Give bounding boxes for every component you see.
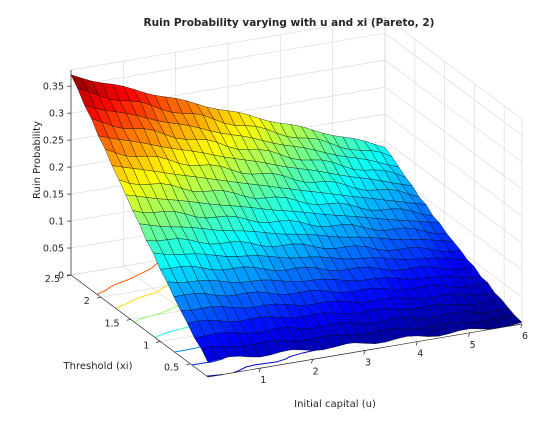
- x-tick-mark-5: [520, 323, 523, 329]
- y-tick-label-1: 1: [143, 341, 149, 352]
- surface-patch: [504, 315, 523, 326]
- y-axis-line: [70, 274, 209, 378]
- z-tick-label-2: 0.1: [49, 217, 64, 228]
- sidewall-gridline-z-3: [384, 140, 523, 244]
- x-axis-label: Initial capital (u): [294, 399, 376, 410]
- x-tick-label-5: 6: [522, 331, 528, 342]
- y-tick-label-4: 2.5: [45, 274, 60, 285]
- y-tick-mark-1: [156, 341, 161, 343]
- sidewall-gridline-z-5: [384, 86, 523, 190]
- axis-layer: 1 2 3 4 5 6 0.5 1 1.5 2 2.50 0.05 0.1 0.15 0.2 0.25 0.3 0…: [43, 70, 528, 386]
- sidewall-gridline-z-4: [384, 113, 523, 217]
- x-tick-mark-3: [415, 341, 418, 346]
- x-tick-mark-0: [258, 368, 261, 373]
- z-tick-label-3: 0.15: [43, 190, 64, 201]
- z-tick-label-4: 0.2: [49, 163, 64, 174]
- z-tick-label-5: 0.25: [43, 136, 64, 147]
- x-tick-label-1: 2: [313, 366, 319, 377]
- y-tick-mark-3: [96, 296, 101, 299]
- x-tick-label-4: 5: [470, 340, 476, 351]
- x-tick-mark-4: [468, 332, 470, 337]
- y-tick-label-3: 2: [84, 296, 90, 307]
- backwall-gridline-z-7: [70, 32, 386, 87]
- surface-layer: [70, 74, 523, 363]
- x-tick-label-0: 1: [260, 375, 266, 386]
- y-axis-label: Threshold (xi): [63, 361, 133, 372]
- z-tick-label-1: 0.05: [43, 244, 64, 255]
- x-tick-label-3: 4: [417, 349, 423, 360]
- z-tick-label-7: 0.35: [43, 82, 64, 93]
- box-edge-4: [384, 16, 523, 120]
- sidewall-gridline-z-7: [384, 32, 523, 136]
- y-tick-mark-2: [126, 319, 131, 321]
- y-tick-label-2: 1.5: [104, 318, 119, 329]
- sidewall-gridline-z-6: [384, 59, 523, 163]
- contour-line-6: [96, 258, 167, 295]
- y-tick-mark-0: [186, 363, 191, 366]
- x-tick-mark-2: [363, 350, 366, 355]
- y-tick-label-0: 0.5: [164, 363, 179, 374]
- z-tick-label-6: 0.3: [49, 109, 64, 120]
- x-tick-mark-1: [311, 359, 313, 364]
- z-axis-label: Ruin Probability: [32, 121, 43, 199]
- x-tick-label-2: 3: [365, 358, 371, 369]
- chart-title: Ruin Probability varying with u and xi (…: [144, 17, 435, 29]
- box-edge-3: [70, 16, 386, 71]
- z-tick-label-0: 0: [58, 271, 64, 282]
